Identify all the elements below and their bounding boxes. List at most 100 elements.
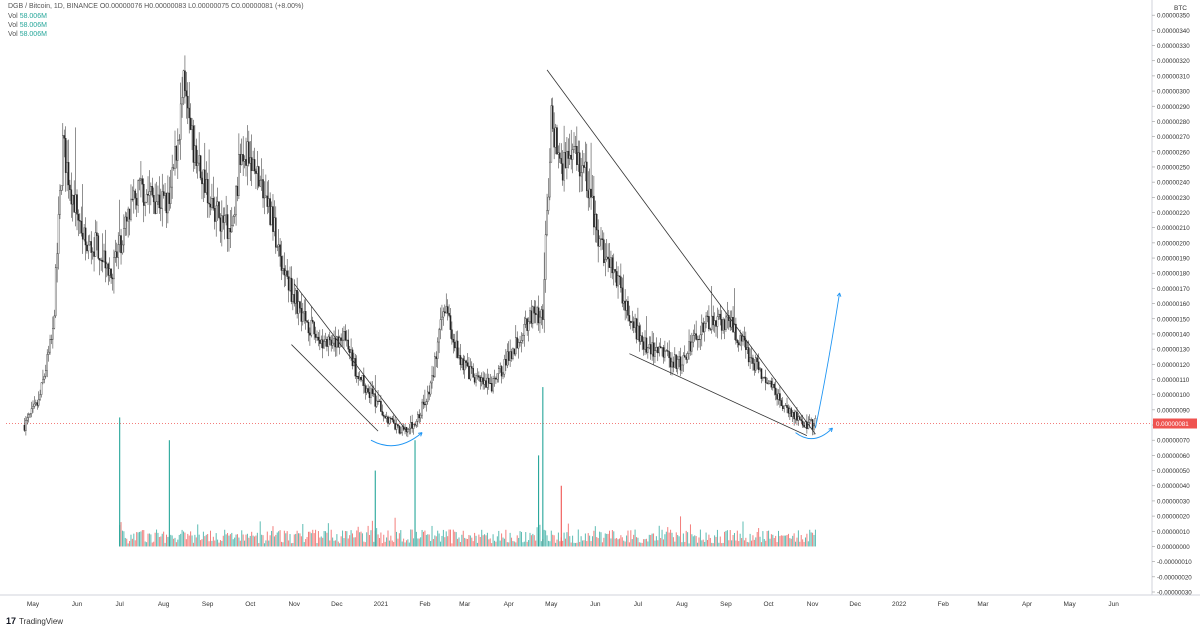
volume-bar (772, 534, 774, 547)
candle-body (549, 161, 551, 198)
volume-bar (200, 540, 202, 547)
breakout-arrow[interactable] (814, 292, 841, 429)
candle-body (533, 306, 536, 314)
candle-body (713, 320, 716, 326)
volume-bar (702, 539, 704, 547)
rounding-bottom-2[interactable] (795, 427, 833, 440)
candle-body (787, 407, 790, 414)
volume-bar (352, 533, 353, 547)
volume-bar (476, 542, 478, 547)
candle-body (685, 356, 687, 360)
candle-body (434, 356, 436, 377)
candle-body (47, 351, 50, 355)
falling-channel-upper[interactable] (293, 283, 409, 433)
candle-body (294, 290, 297, 304)
volume-bar (494, 540, 495, 547)
volume-bar (467, 538, 469, 547)
candle-body (124, 216, 127, 229)
candle-body (554, 127, 557, 148)
candle-body (735, 323, 737, 341)
candle-body (162, 191, 165, 196)
volume-bar (307, 531, 309, 547)
volume-bar (789, 538, 791, 547)
candle-body (346, 339, 348, 341)
candle-body (584, 161, 587, 168)
volume-bar (516, 535, 518, 547)
volume-bar (261, 534, 263, 547)
volume-bar (587, 533, 589, 547)
volume-bar (665, 531, 667, 547)
time-axis[interactable]: May Jun Jul Aug Sep Oct Nov Dec 2021 Feb Mar Apr May… (27, 601, 1119, 608)
candle-body (638, 325, 641, 342)
volume-bars (119, 387, 816, 547)
current-price-badge (1153, 418, 1197, 429)
candle-body (534, 312, 537, 315)
candle-body (43, 376, 46, 380)
candle-body (205, 179, 208, 193)
candle-body (167, 192, 169, 214)
candle-body (415, 421, 418, 426)
candle-body (229, 228, 232, 233)
volume-bar (636, 537, 637, 547)
candle-body (753, 363, 756, 371)
candle-body (147, 193, 149, 196)
candle-body (408, 427, 411, 430)
drawings[interactable] (291, 69, 842, 447)
price-tick-label: 0.00000320 (1157, 58, 1190, 65)
candle-body (343, 331, 345, 341)
time-tick-label: Sep (720, 601, 732, 608)
wedge-upper[interactable] (546, 69, 816, 435)
candle-body (490, 383, 493, 392)
volume-bar (712, 543, 714, 547)
volume-bar (596, 537, 598, 547)
rounding-bottom-1[interactable] (370, 432, 423, 447)
volume-bar (397, 538, 399, 547)
candle-body (218, 201, 220, 218)
volume-bar (201, 539, 203, 547)
candle-body (799, 416, 801, 420)
volume-bar (711, 542, 713, 547)
volume-bar (316, 543, 318, 547)
candle-body (698, 339, 700, 341)
candle-body (438, 329, 440, 343)
price-tick-label: 0.00000260 (1157, 149, 1190, 156)
candle-body (181, 97, 183, 105)
candle-body (108, 268, 111, 276)
volume-bar (435, 536, 437, 547)
candle-body (473, 377, 476, 383)
volume-bar (353, 537, 355, 547)
volume-bar (667, 527, 669, 547)
candle-body (155, 201, 158, 214)
candle-body (158, 194, 161, 209)
volume-bar (633, 534, 635, 547)
candle-body (395, 424, 398, 430)
candle-body (532, 306, 534, 324)
volume-bar (452, 529, 454, 547)
candle-body (283, 268, 286, 276)
candle-body (378, 400, 381, 402)
volume-bar (469, 535, 471, 547)
candle-body (793, 412, 795, 420)
candle-body (286, 270, 288, 277)
price-tick-label: 0.00000170 (1157, 286, 1190, 293)
candle-body (275, 217, 277, 248)
volume-bar (664, 534, 666, 547)
price-axis[interactable]: 0.00000350 0.00000340 0.00000330 0.00000320… (1152, 5, 1192, 597)
volume-bar (778, 530, 779, 547)
quote-currency-label: BTC (1174, 5, 1187, 12)
candle-body (480, 377, 483, 382)
candle-body (348, 349, 351, 353)
wedge-lower[interactable] (629, 353, 808, 437)
candle-body (270, 206, 273, 225)
candle-body (33, 403, 36, 407)
candle-body (769, 380, 771, 384)
candle-body (133, 190, 135, 200)
volume-bar (623, 540, 625, 547)
falling-channel-lower[interactable] (291, 344, 379, 432)
volume-bar (471, 537, 473, 547)
candle-body (715, 320, 717, 327)
candle-body (187, 95, 189, 109)
volume-bar (491, 543, 493, 547)
candle-body (652, 342, 655, 357)
